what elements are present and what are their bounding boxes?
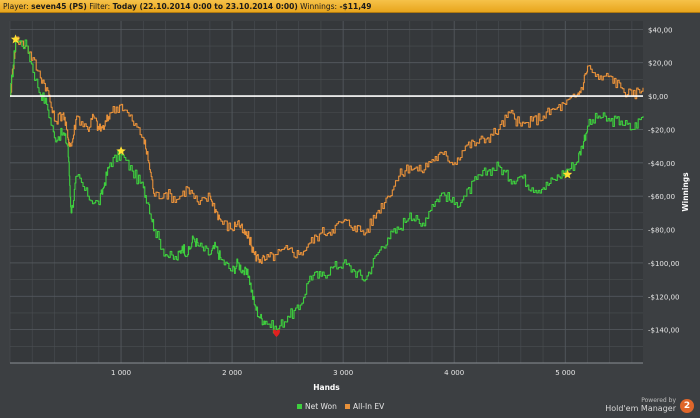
x-axis-label: Hands	[313, 383, 340, 392]
y-tick-label: -$100,00	[648, 260, 679, 268]
winnings-value: -$11,49	[339, 2, 372, 11]
major-grid	[10, 21, 643, 363]
y-tick-label: -$140,00	[648, 327, 679, 335]
x-tick-label: 4 000	[444, 369, 464, 377]
y-axis-label: Winnings	[681, 172, 690, 212]
y-tick-label: -$40,00	[648, 160, 675, 168]
legend-swatch	[297, 404, 302, 409]
powered-by-text: Powered by	[641, 397, 676, 404]
brand-name: Hold'em Manager	[605, 404, 676, 413]
legend-label: All-In EV	[353, 402, 385, 411]
star-marker	[562, 169, 573, 179]
legend-label: Net Won	[305, 402, 337, 411]
filter-label: Filter:	[89, 2, 111, 11]
player-label: Player:	[3, 2, 29, 11]
winnings-graph: 1 000 2 000 3 000 4 000 5 000 $40,00 $20,00 $0,…	[9, 21, 690, 411]
x-tick-label: 3 000	[333, 369, 353, 377]
series-line-net-won	[10, 38, 644, 334]
y-tick-label: -$120,00	[648, 293, 679, 301]
legend-swatch	[345, 404, 350, 409]
report-header: Player: seven45 (PS) Filter: Today (22.1…	[0, 0, 700, 13]
star-marker	[10, 34, 21, 44]
winnings-label: Winnings:	[300, 2, 338, 11]
y-tick-label: $20,00	[648, 60, 673, 68]
brand-version-badge: 2	[680, 399, 694, 413]
x-tick-label: 2 000	[222, 369, 242, 377]
heart-marker	[273, 329, 280, 337]
x-tick-label: 1 000	[111, 369, 131, 377]
y-tick-label: -$20,00	[648, 126, 675, 134]
plot-area	[10, 21, 643, 363]
series-line-all-in-ev	[10, 36, 644, 264]
y-tick-label: -$80,00	[648, 227, 675, 235]
y-tick-label: -$60,00	[648, 193, 675, 201]
chart-frame: 1 000 2 000 3 000 4 000 5 000 $40,00 $20,00 $0,…	[0, 13, 700, 418]
filter-value: Today (22.10.2014 0:00 to 23.10.2014 0:0…	[112, 2, 298, 11]
y-tick-label: $0,00	[648, 93, 668, 101]
star-marker	[116, 146, 126, 156]
y-tick-label: $40,00	[648, 26, 673, 34]
brand-logo: Powered by Hold'em Manager	[605, 397, 676, 413]
player-name: seven45 (PS)	[31, 2, 87, 11]
x-tick-label: 5 000	[555, 369, 575, 377]
